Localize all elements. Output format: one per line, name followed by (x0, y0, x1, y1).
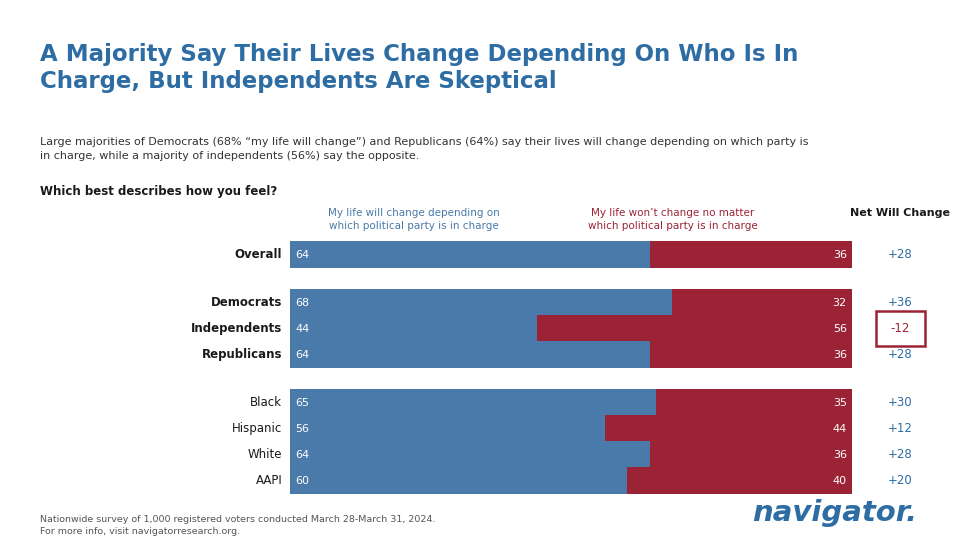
Text: Independents: Independents (191, 322, 282, 335)
Text: 36: 36 (832, 349, 847, 360)
Text: 36: 36 (832, 249, 847, 260)
Text: Republicans: Republicans (202, 348, 282, 361)
FancyBboxPatch shape (290, 341, 650, 368)
FancyBboxPatch shape (650, 241, 852, 268)
FancyBboxPatch shape (290, 315, 538, 342)
Text: 40: 40 (832, 476, 847, 485)
FancyBboxPatch shape (876, 311, 925, 346)
Text: Large majorities of Democrats (68% “my life will change”) and Republicans (64%) : Large majorities of Democrats (68% “my l… (40, 137, 809, 160)
FancyBboxPatch shape (290, 441, 650, 468)
Text: -12: -12 (891, 322, 910, 335)
Text: +20: +20 (888, 474, 913, 487)
FancyBboxPatch shape (650, 441, 852, 468)
FancyBboxPatch shape (290, 289, 672, 316)
FancyBboxPatch shape (290, 415, 605, 442)
Text: +36: +36 (888, 296, 913, 309)
Text: Which best describes how you feel?: Which best describes how you feel? (40, 185, 277, 198)
Text: 68: 68 (296, 298, 310, 308)
Text: 44: 44 (832, 424, 847, 434)
FancyBboxPatch shape (672, 289, 852, 316)
FancyBboxPatch shape (290, 241, 650, 268)
Text: +12: +12 (888, 422, 913, 435)
Text: Net Will Change: Net Will Change (851, 208, 950, 218)
FancyBboxPatch shape (290, 467, 628, 494)
Text: 64: 64 (296, 450, 310, 460)
FancyBboxPatch shape (538, 315, 852, 342)
Text: navigator.: navigator. (752, 499, 917, 527)
Text: 64: 64 (296, 249, 310, 260)
Text: +28: +28 (888, 348, 913, 361)
Text: Democrats: Democrats (211, 296, 282, 309)
Text: AAPI: AAPI (255, 474, 282, 487)
Text: 65: 65 (296, 398, 310, 408)
FancyBboxPatch shape (628, 467, 852, 494)
Text: 32: 32 (832, 298, 847, 308)
Text: +30: +30 (888, 396, 913, 409)
Text: 64: 64 (296, 349, 310, 360)
Text: A Majority Say Their Lives Change Depending On Who Is In
Charge, But Independent: A Majority Say Their Lives Change Depend… (40, 43, 799, 93)
Text: Nationwide survey of 1,000 registered voters conducted March 28-March 31, 2024.
: Nationwide survey of 1,000 registered vo… (40, 515, 436, 536)
Text: Hispanic: Hispanic (232, 422, 282, 435)
Text: 60: 60 (296, 476, 310, 485)
Text: 35: 35 (832, 398, 847, 408)
FancyBboxPatch shape (656, 389, 852, 416)
Text: My life will change depending on
which political party is in charge: My life will change depending on which p… (327, 208, 499, 231)
Text: White: White (248, 448, 282, 461)
FancyBboxPatch shape (650, 341, 852, 368)
Text: Overall: Overall (235, 248, 282, 261)
Text: 44: 44 (296, 323, 310, 334)
Text: Black: Black (251, 396, 282, 409)
Text: My life won’t change no matter
which political party is in charge: My life won’t change no matter which pol… (588, 208, 757, 231)
FancyBboxPatch shape (605, 415, 852, 442)
Text: +28: +28 (888, 448, 913, 461)
Text: 56: 56 (296, 424, 310, 434)
FancyBboxPatch shape (290, 389, 656, 416)
Text: +28: +28 (888, 248, 913, 261)
Text: 36: 36 (832, 450, 847, 460)
Text: 56: 56 (832, 323, 847, 334)
